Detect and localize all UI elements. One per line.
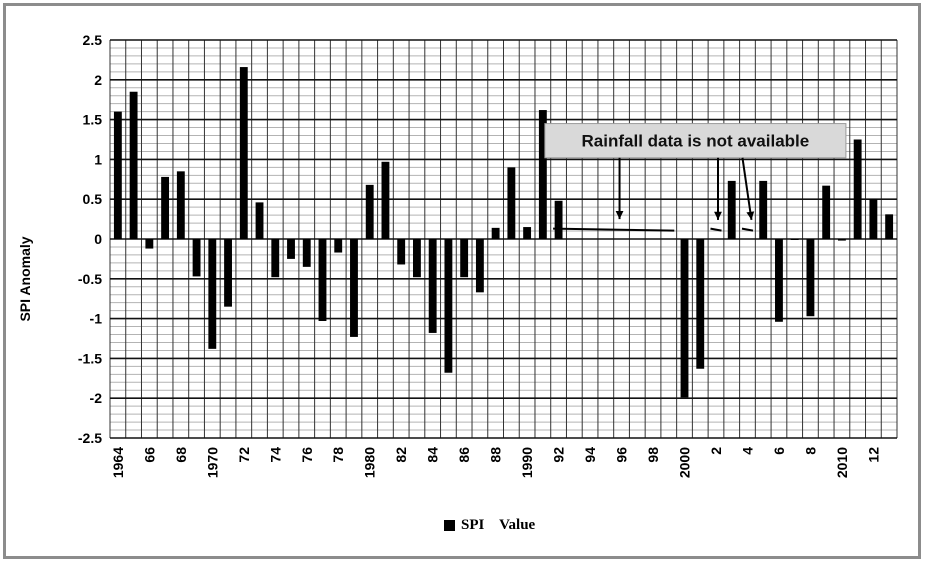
bar-1965 <box>129 91 138 240</box>
bar-1991 <box>538 110 547 239</box>
arrow-2002-head <box>714 211 722 220</box>
bar-1966 <box>145 239 154 249</box>
x-tick-label: 68 <box>173 447 189 463</box>
y-tick-label: -1 <box>90 311 103 327</box>
bar-1969 <box>192 239 201 277</box>
y-tick-label: -0.5 <box>78 271 102 287</box>
bar-1976 <box>302 239 311 267</box>
bar-1980 <box>365 184 374 239</box>
bar-1970 <box>208 239 217 349</box>
x-tick-label: 12 <box>865 447 881 463</box>
y-axis-title: SPI Anomaly <box>17 236 33 321</box>
x-tick-label: 92 <box>551 447 567 463</box>
x-tick-label: 96 <box>614 447 630 463</box>
x-tick-label: 82 <box>393 447 409 463</box>
missing-data-line-2004 <box>741 227 754 232</box>
y-tick-labels: 2.5 2 1.5 1 0.5 0 -0.5 -1 -1.5 -2 -2.5 <box>78 32 102 446</box>
bar-1989 <box>507 167 516 239</box>
bar-1987 <box>475 239 484 293</box>
x-tick-label: 2010 <box>834 447 850 478</box>
x-tick-label: 72 <box>236 447 252 463</box>
missing-data-lines <box>553 227 754 232</box>
annotation-text: Rainfall data is not available <box>582 132 810 151</box>
bar-series <box>113 67 894 398</box>
bar-1977 <box>318 239 327 321</box>
y-tick-label: 0 <box>94 231 102 247</box>
bar-1964 <box>113 111 122 239</box>
x-tick-label: 4 <box>739 447 755 455</box>
bar-1979 <box>350 239 358 337</box>
y-tick-label: 0.5 <box>83 191 103 207</box>
bar-2006 <box>775 239 783 322</box>
bar-1983 <box>412 239 421 278</box>
bar-2003 <box>727 180 736 239</box>
bar-2013 <box>885 214 894 239</box>
x-tick-labels: 1964 66 68 1970 72 74 76 78 1980 82 84 86 88 1990 92 94… <box>110 447 882 478</box>
bar-1984 <box>428 239 437 333</box>
bar-1974 <box>271 239 280 278</box>
y-tick-label: 2 <box>94 72 102 88</box>
x-tick-label: 8 <box>802 447 818 455</box>
y-tick-label: -2.5 <box>78 430 102 446</box>
x-tick-label: 1980 <box>362 447 378 478</box>
x-tick-label: 76 <box>299 447 315 463</box>
x-tick-label: 94 <box>582 447 598 463</box>
bar-1971 <box>224 239 232 307</box>
x-tick-label: 84 <box>425 447 441 463</box>
bar-1982 <box>397 239 406 265</box>
y-tick-label: 1 <box>94 151 102 167</box>
x-tick-label: 86 <box>456 447 472 463</box>
x-tick-label: 1970 <box>204 447 220 478</box>
bar-2005 <box>759 180 768 239</box>
legend-label: SPI Value <box>461 517 536 533</box>
x-tick-label: 88 <box>488 447 504 463</box>
arrow-1996-head <box>615 210 624 220</box>
bar-1986 <box>460 239 469 278</box>
bar-1978 <box>334 239 343 253</box>
bar-1973 <box>255 202 264 239</box>
x-tick-label: 1990 <box>519 447 535 478</box>
bar-1988 <box>491 227 500 239</box>
bar-2011 <box>853 139 862 239</box>
missing-data-line-1992 <box>553 227 675 232</box>
bar-1985 <box>444 239 453 373</box>
bar-2010 <box>837 239 846 241</box>
arrow-2004-head <box>746 211 755 220</box>
bar-1992 <box>554 200 563 239</box>
bar-1990 <box>523 227 532 239</box>
bar-2007 <box>790 239 799 240</box>
y-tick-label: -1.5 <box>78 350 102 366</box>
arrow-2004-shaft <box>741 157 753 221</box>
annotation-box <box>544 123 847 159</box>
bar-2012 <box>869 199 878 239</box>
x-tick-label: 66 <box>141 447 157 463</box>
y-tick-label: -2 <box>90 390 103 406</box>
bar-1981 <box>381 161 390 239</box>
bar-1967 <box>161 176 170 239</box>
x-tick-label: 98 <box>645 447 661 463</box>
x-tick-label: 1964 <box>110 447 126 478</box>
bar-2001 <box>696 239 705 369</box>
x-tick-label: 2000 <box>677 447 693 478</box>
annotation-group: Rainfall data is not available <box>544 123 847 159</box>
annotation-arrows <box>615 157 755 221</box>
bar-2000 <box>680 239 689 398</box>
x-tick-label: 6 <box>771 447 787 455</box>
bar-1968 <box>176 171 185 239</box>
legend: SPI Value <box>444 517 535 534</box>
y-tick-label: 2.5 <box>83 32 103 48</box>
bar-1975 <box>287 239 295 259</box>
missing-data-line-2002 <box>710 227 722 232</box>
x-tick-label: 74 <box>267 447 283 463</box>
y-tick-label: 1.5 <box>83 112 103 128</box>
x-tick-label: 2 <box>708 447 724 455</box>
bar-2009 <box>822 185 831 239</box>
bar-2008 <box>806 239 815 317</box>
bar-1972 <box>239 67 248 240</box>
legend-swatch <box>444 520 455 531</box>
x-tick-label: 78 <box>330 447 346 463</box>
